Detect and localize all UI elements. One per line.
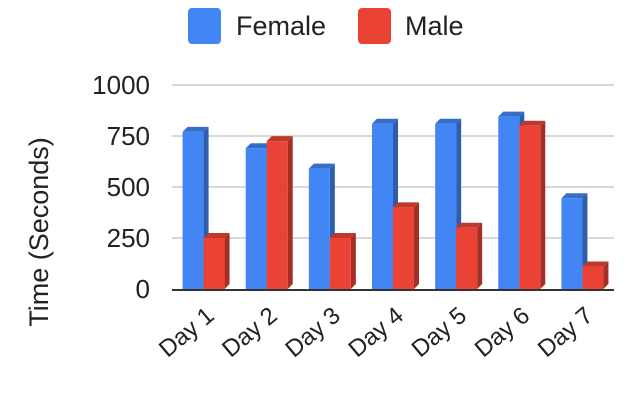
- legend: Female Male: [188, 8, 464, 44]
- legend-swatch: [188, 8, 221, 44]
- bar-top: [582, 261, 609, 267]
- bar-top: [266, 136, 293, 142]
- y-axis-title: Time (Seconds): [24, 137, 54, 327]
- bar-male-6: [519, 120, 546, 289]
- bar-side: [287, 136, 293, 289]
- x-tick-label: Day 7: [533, 302, 598, 363]
- y-tick-label: 0: [136, 274, 150, 304]
- bar-side: [540, 120, 546, 289]
- x-tick-label: Day 6: [470, 302, 535, 363]
- bar-front: [308, 168, 330, 289]
- legend-swatch: [358, 8, 391, 44]
- x-tick-label: Day 1: [154, 302, 219, 363]
- x-tick-label: Day 2: [217, 302, 282, 363]
- bars: [182, 111, 609, 290]
- bar-male-2: [266, 136, 293, 289]
- y-tick-label: 250: [107, 223, 150, 253]
- bar-front: [266, 141, 288, 289]
- legend-label: Male: [405, 11, 464, 41]
- legend-item-male: Male: [358, 8, 464, 44]
- bar-front: [561, 198, 583, 289]
- x-tick-label: Day 5: [407, 302, 472, 363]
- bar-top: [456, 222, 483, 228]
- bar-male-7: [582, 261, 609, 289]
- bar-front: [456, 227, 478, 289]
- bar-top: [245, 143, 272, 149]
- bar-top: [329, 233, 356, 238]
- bar-male-1: [203, 233, 230, 289]
- bar-front: [329, 238, 351, 289]
- bar-male-5: [456, 222, 483, 289]
- y-axis-ticks: 0 250 500 750 1000: [92, 70, 150, 304]
- bar-top: [308, 163, 335, 169]
- bar-male-4: [393, 202, 419, 289]
- bar-side: [603, 261, 609, 289]
- bar-front: [393, 207, 414, 289]
- bar-front: [435, 123, 457, 289]
- bar-front: [519, 125, 541, 289]
- bar-front: [182, 131, 204, 289]
- bar-side: [414, 202, 419, 289]
- x-tick-label: Day 4: [343, 302, 408, 363]
- bar-male-3: [329, 233, 356, 289]
- x-tick-label: Day 3: [280, 302, 345, 363]
- bar-top: [182, 126, 209, 132]
- bar-front: [498, 116, 520, 290]
- bar-top: [435, 118, 462, 124]
- bar-side: [477, 222, 483, 289]
- bar-top: [519, 120, 546, 126]
- bar-front: [203, 238, 225, 289]
- bar-top: [372, 118, 398, 124]
- y-tick-label: 1000: [92, 70, 150, 100]
- bar-top: [561, 193, 588, 199]
- bar-side: [350, 233, 356, 289]
- bar-front: [582, 266, 604, 289]
- bar-front: [245, 148, 267, 289]
- bar-top: [393, 202, 419, 208]
- legend-label: Female: [236, 11, 326, 41]
- bar-top: [203, 233, 230, 238]
- bar-side: [224, 233, 230, 289]
- y-tick-label: 750: [107, 121, 150, 151]
- legend-item-female: Female: [188, 8, 326, 44]
- y-tick-label: 500: [107, 172, 150, 202]
- bar-front: [372, 123, 393, 289]
- bar-top: [498, 111, 525, 117]
